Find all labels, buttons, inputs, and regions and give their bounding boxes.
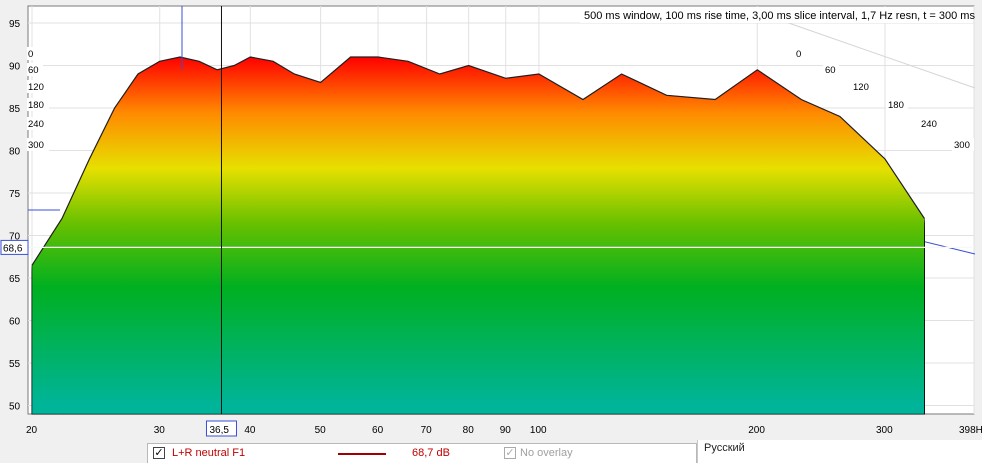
- overlay-label: No overlay: [520, 447, 573, 459]
- time-tick-label: 120: [853, 82, 869, 93]
- time-tick-label: 0: [28, 49, 33, 60]
- front-slice-line: [31, 56, 925, 266]
- waterfall-chart: 68,6 36,5 95 90 85 80 75 70 65 60 55 50 20 30 40 50 60 7…: [0, 5, 982, 437]
- time-tick-label: 120: [28, 82, 44, 93]
- language-panel: Русский: [697, 440, 982, 463]
- time-tick-label: 240: [921, 119, 937, 130]
- waterfall-slice: [31, 56, 925, 415]
- time-tick-label: 60: [28, 65, 39, 76]
- time-tick-label: 300: [28, 140, 44, 151]
- time-tick-box: [27, 117, 49, 130]
- cursor-level-label: 68,6: [3, 243, 23, 254]
- y-tick-label: 80: [9, 147, 21, 158]
- front-slice: [31, 56, 925, 266]
- time-tick-label: 180: [888, 100, 904, 111]
- cursor-frequency-label: 36,5: [209, 425, 229, 436]
- y-tick-label: 55: [9, 359, 21, 370]
- y-tick-label: 85: [9, 104, 21, 115]
- title-box: 500 ms window, 100 ms rise time, 3,00 ms…: [580, 7, 975, 23]
- time-tick-label: 240: [28, 119, 44, 130]
- y-tick-label: 65: [9, 274, 21, 285]
- waterfall-slices: [31, 56, 925, 415]
- time-axis-guide: [779, 19, 976, 89]
- y-tick-label: 90: [9, 62, 21, 73]
- axes: 95 90 85 80 75 70 65 60 55 50 20 30 40 50 60 70 80 90 100 2…: [9, 19, 982, 436]
- legend-row-series-1[interactable]: ✓ L+R neutral F1 68,7 dB ✓ No overlay: [147, 443, 697, 463]
- y-tick-label: 75: [9, 189, 21, 200]
- language-label: Русский: [704, 442, 745, 454]
- time-tick-box: [851, 80, 873, 93]
- x-tick-label: 80: [463, 425, 475, 436]
- time-tick-box: [27, 98, 49, 111]
- time-tick-box: [886, 98, 908, 111]
- x-tick-label: 100: [530, 425, 547, 436]
- time-tick-box: [794, 47, 804, 60]
- x-tick-label: 50: [315, 425, 327, 436]
- time-tick-label: 60: [825, 65, 836, 76]
- x-tick-label: 70: [421, 425, 433, 436]
- time-tick-box: [27, 47, 37, 60]
- x-tick-label: 300: [876, 425, 893, 436]
- x-tick-label: 60: [372, 425, 384, 436]
- x-tick-label: 200: [748, 425, 765, 436]
- time-tick-box: [27, 80, 49, 93]
- time-tick-label: 180: [28, 100, 44, 111]
- time-tick-box: [823, 63, 839, 76]
- y-tick-label: 70: [9, 232, 21, 243]
- time-tick-label: 300: [954, 140, 970, 151]
- overlay-checkbox[interactable]: ✓: [504, 446, 516, 459]
- y-tick-label: 95: [9, 19, 21, 30]
- x-tick-label: 90: [500, 425, 512, 436]
- time-tick-box: [919, 117, 941, 130]
- time-tick-label: 0: [796, 49, 801, 60]
- chart-title: 500 ms window, 100 ms rise time, 3,00 ms…: [584, 10, 975, 22]
- x-tick-label: 20: [26, 425, 38, 436]
- cursor[interactable]: 68,6 36,5: [0, 6, 974, 437]
- y-tick-label: 60: [9, 317, 21, 328]
- cursor-frequency-box: [205, 420, 237, 437]
- series-value: 68,7 dB: [412, 447, 450, 459]
- x-tick-label: 30: [154, 425, 166, 436]
- series-checkbox[interactable]: ✓: [153, 446, 165, 459]
- series-color-swatch: [338, 453, 386, 455]
- time-tick-box: [27, 63, 43, 76]
- x-tick-label: 398Hz: [959, 425, 982, 436]
- y-tick-label: 50: [9, 402, 21, 413]
- time-tick-box: [952, 138, 974, 151]
- series-name: L+R neutral F1: [172, 447, 246, 459]
- cursor-level-box: [0, 239, 29, 255]
- x-tick-label: 40: [244, 425, 256, 436]
- time-tick-box: [27, 138, 49, 151]
